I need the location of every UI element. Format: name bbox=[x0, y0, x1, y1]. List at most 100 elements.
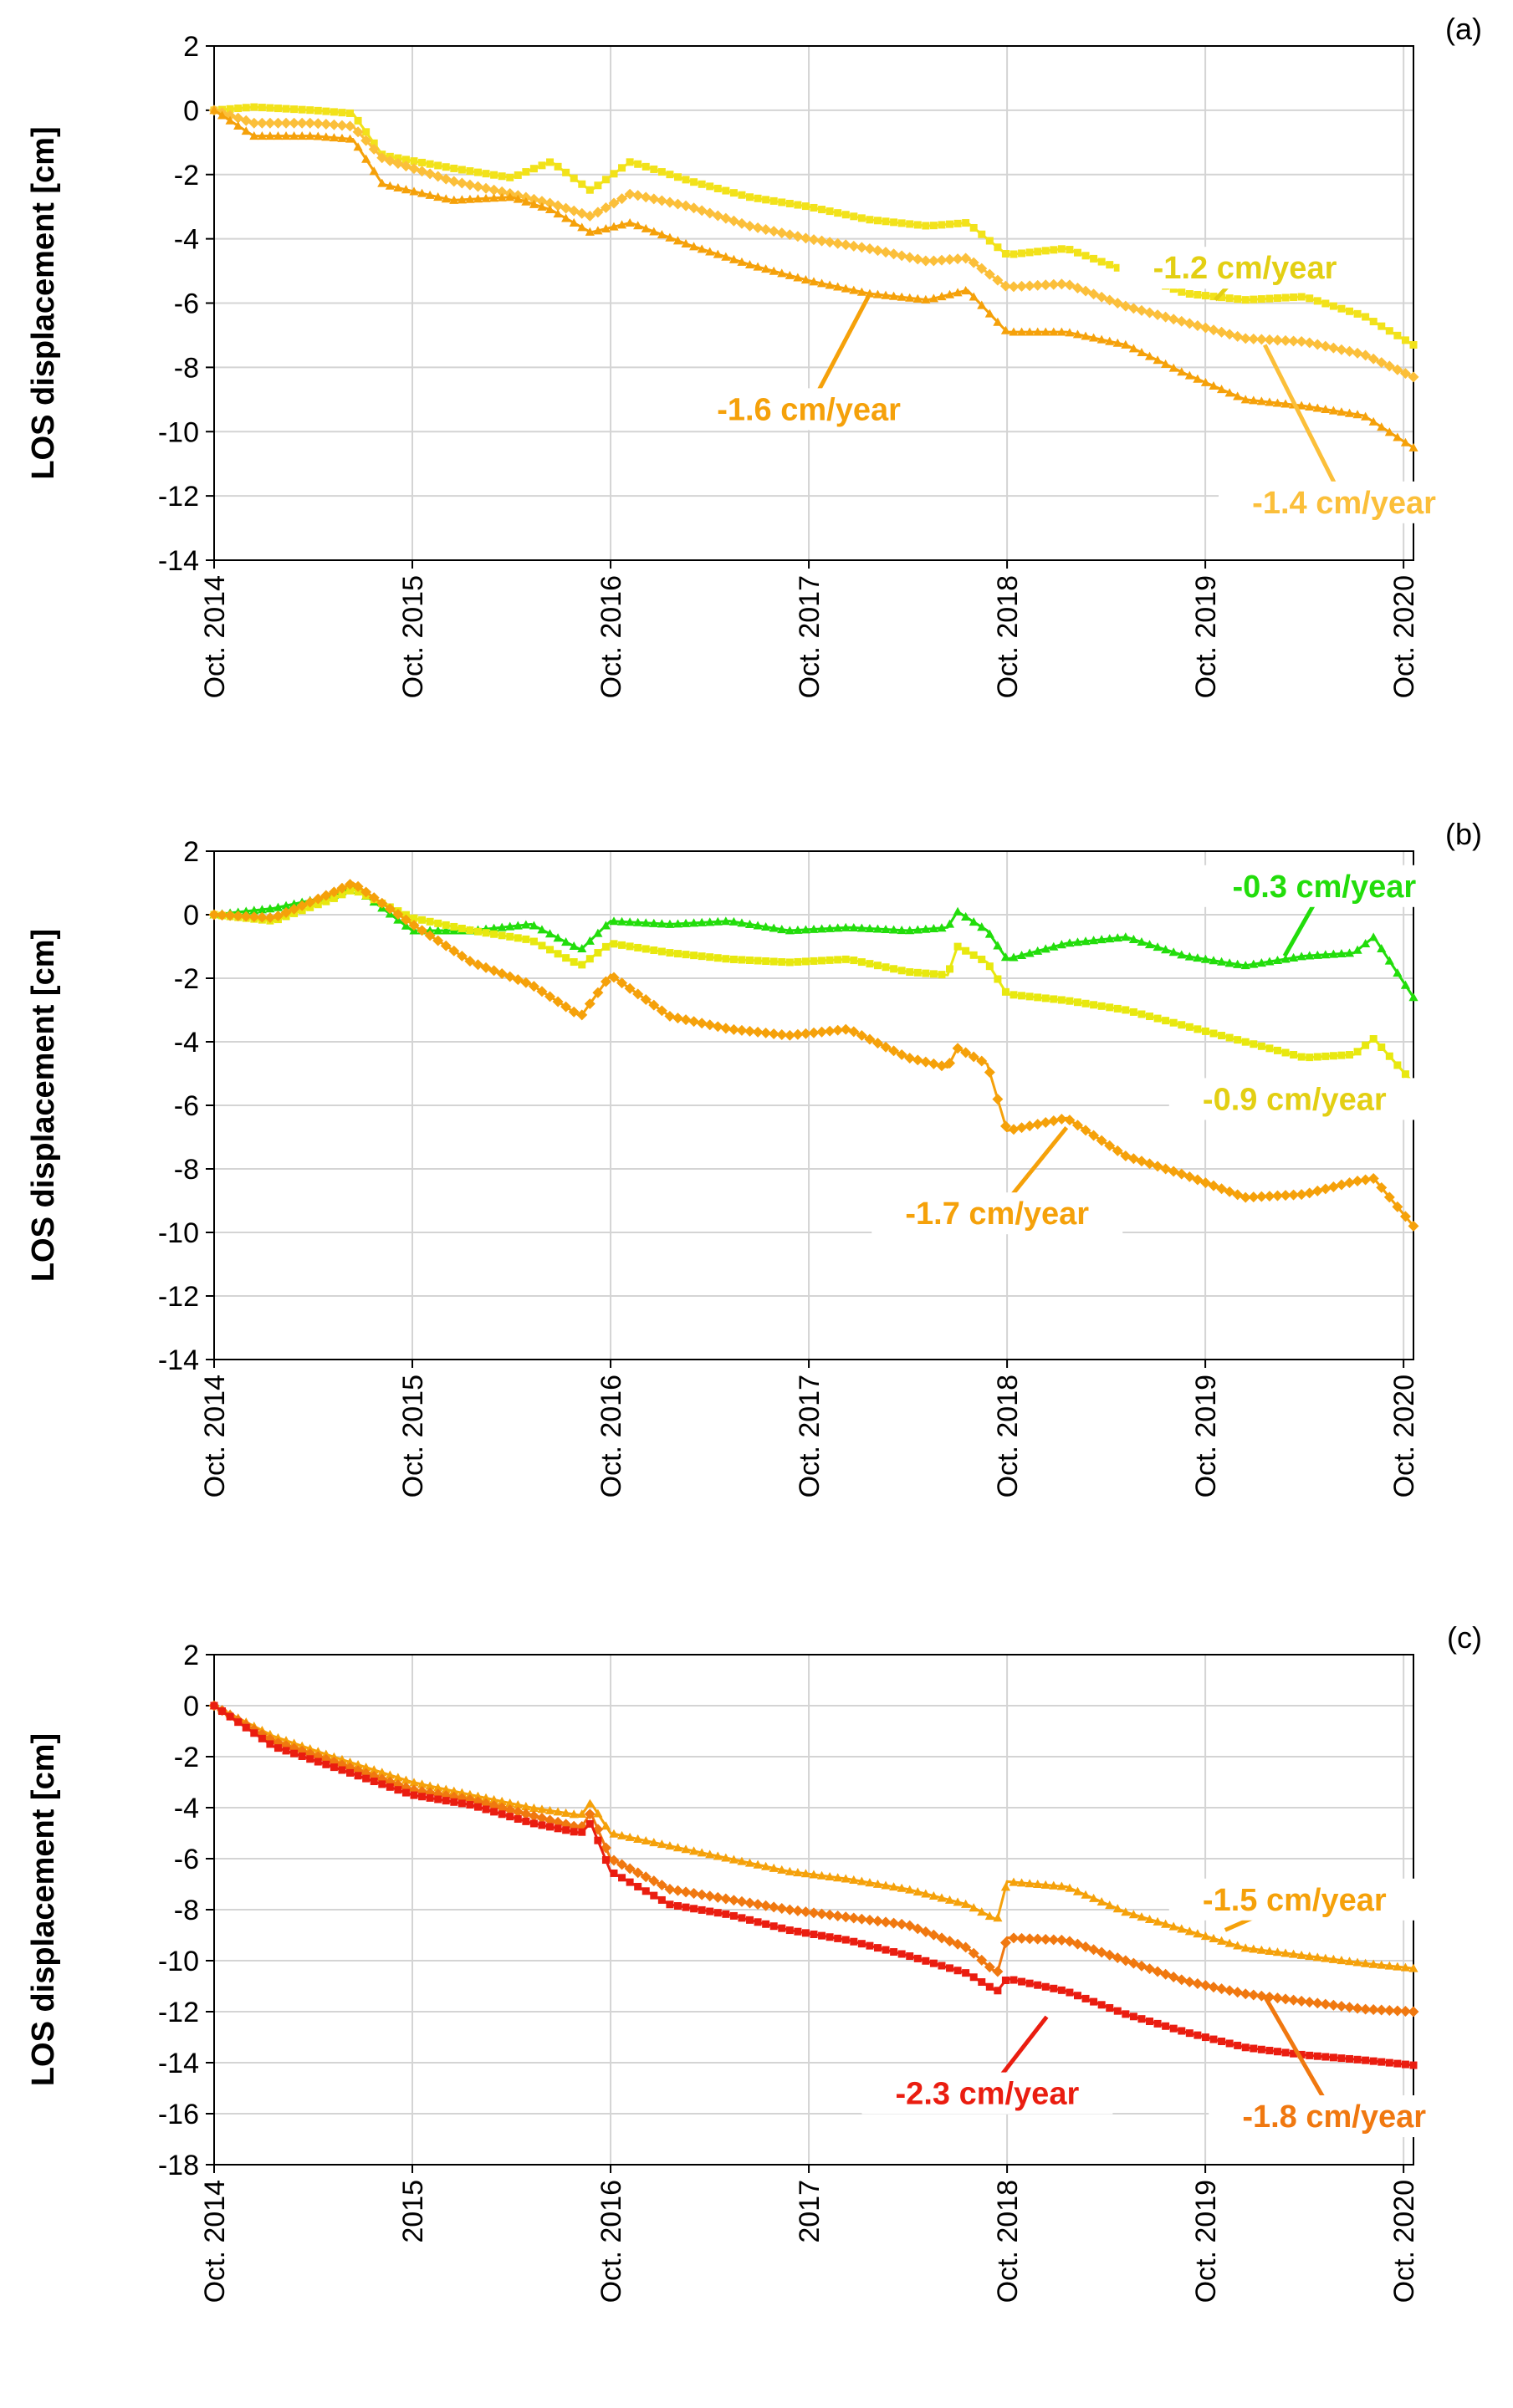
data-point bbox=[1305, 1951, 1315, 1961]
data-point bbox=[1393, 432, 1403, 441]
data-point bbox=[434, 919, 442, 927]
data-point bbox=[1377, 943, 1387, 953]
data-point bbox=[706, 953, 714, 962]
data-point bbox=[410, 1791, 418, 1799]
data-point bbox=[816, 1026, 828, 1038]
data-point bbox=[1128, 934, 1138, 943]
data-point bbox=[1376, 2004, 1388, 2016]
data-point bbox=[1096, 334, 1107, 344]
data-point bbox=[537, 925, 547, 934]
data-point bbox=[960, 1047, 972, 1059]
data-point bbox=[792, 231, 804, 242]
data-point bbox=[1408, 371, 1419, 383]
data-point bbox=[905, 1885, 915, 1894]
data-point bbox=[641, 223, 651, 232]
data-point bbox=[1399, 368, 1411, 380]
data-point bbox=[928, 293, 938, 303]
data-point bbox=[345, 879, 355, 890]
data-point bbox=[1344, 948, 1355, 957]
data-point bbox=[682, 176, 690, 184]
data-point bbox=[337, 133, 347, 142]
data-point bbox=[466, 1801, 474, 1809]
data-point bbox=[1401, 336, 1409, 344]
data-point bbox=[554, 950, 562, 958]
data-point bbox=[969, 292, 979, 301]
data-point bbox=[1312, 1952, 1322, 1962]
data-point bbox=[1360, 1174, 1372, 1186]
data-point bbox=[457, 1788, 467, 1797]
data-point bbox=[1346, 2054, 1354, 2063]
data-point bbox=[1400, 980, 1411, 989]
data-point bbox=[1073, 1992, 1081, 2000]
data-point bbox=[1208, 1180, 1219, 1191]
data-point bbox=[1393, 1962, 1403, 1971]
data-point bbox=[1352, 1176, 1363, 1187]
data-point bbox=[872, 1038, 883, 1049]
data-point bbox=[514, 934, 522, 942]
data-point bbox=[672, 919, 683, 928]
data-point bbox=[322, 1760, 330, 1768]
data-point bbox=[1057, 996, 1066, 1004]
data-point bbox=[744, 259, 755, 268]
data-point bbox=[809, 1870, 819, 1879]
data-point bbox=[689, 1846, 699, 1855]
data-point bbox=[1241, 2043, 1250, 2052]
data-point bbox=[666, 171, 674, 179]
data-point bbox=[721, 252, 731, 261]
data-point bbox=[1289, 1949, 1299, 1958]
data-point bbox=[562, 168, 570, 176]
data-point bbox=[769, 196, 778, 205]
data-point bbox=[448, 945, 460, 957]
data-point bbox=[690, 951, 698, 960]
data-point bbox=[610, 1869, 618, 1877]
data-point bbox=[816, 235, 828, 247]
data-point bbox=[682, 951, 690, 959]
data-point bbox=[417, 188, 427, 197]
data-point bbox=[641, 1887, 650, 1895]
data-point bbox=[896, 250, 907, 262]
data-point bbox=[312, 118, 324, 130]
data-point bbox=[880, 247, 892, 258]
data-point bbox=[824, 1909, 836, 1921]
data-point bbox=[1225, 294, 1234, 303]
data-point bbox=[449, 1786, 459, 1795]
data-point bbox=[304, 117, 316, 129]
annotation-background bbox=[1168, 1078, 1420, 1120]
data-point bbox=[1344, 1956, 1355, 1966]
data-point bbox=[1393, 331, 1402, 339]
data-point bbox=[346, 109, 355, 117]
data-point bbox=[657, 168, 666, 176]
y-tick-label: -6 bbox=[174, 288, 199, 320]
data-point bbox=[1328, 949, 1338, 958]
data-point bbox=[737, 1856, 747, 1865]
y-tick-label: -16 bbox=[158, 2099, 199, 2130]
data-point bbox=[881, 925, 891, 934]
data-point bbox=[1368, 1959, 1378, 1968]
data-point bbox=[1280, 399, 1291, 408]
data-point bbox=[865, 923, 875, 933]
data-point bbox=[1376, 1181, 1388, 1193]
data-point bbox=[728, 254, 739, 263]
data-point bbox=[904, 1053, 916, 1064]
x-tick-label: Oct. 2014 bbox=[199, 2180, 231, 2303]
data-point bbox=[593, 928, 603, 937]
data-point bbox=[465, 194, 475, 203]
data-point bbox=[856, 1876, 866, 1885]
data-point bbox=[882, 217, 890, 226]
data-point bbox=[961, 911, 971, 921]
data-point bbox=[866, 960, 874, 968]
x-tick-label: 2015 bbox=[397, 2180, 429, 2243]
data-point bbox=[912, 253, 923, 265]
data-point bbox=[442, 1797, 450, 1805]
data-point bbox=[626, 158, 634, 166]
data-point bbox=[826, 207, 834, 216]
data-point bbox=[882, 963, 890, 972]
y-tick-label: -10 bbox=[158, 416, 199, 448]
data-point bbox=[849, 922, 859, 932]
data-point bbox=[1369, 318, 1378, 326]
annotation-label: -1.7 cm/year bbox=[905, 1196, 1089, 1232]
data-point bbox=[1352, 945, 1362, 954]
data-point bbox=[273, 1732, 284, 1742]
data-point bbox=[1280, 334, 1291, 346]
